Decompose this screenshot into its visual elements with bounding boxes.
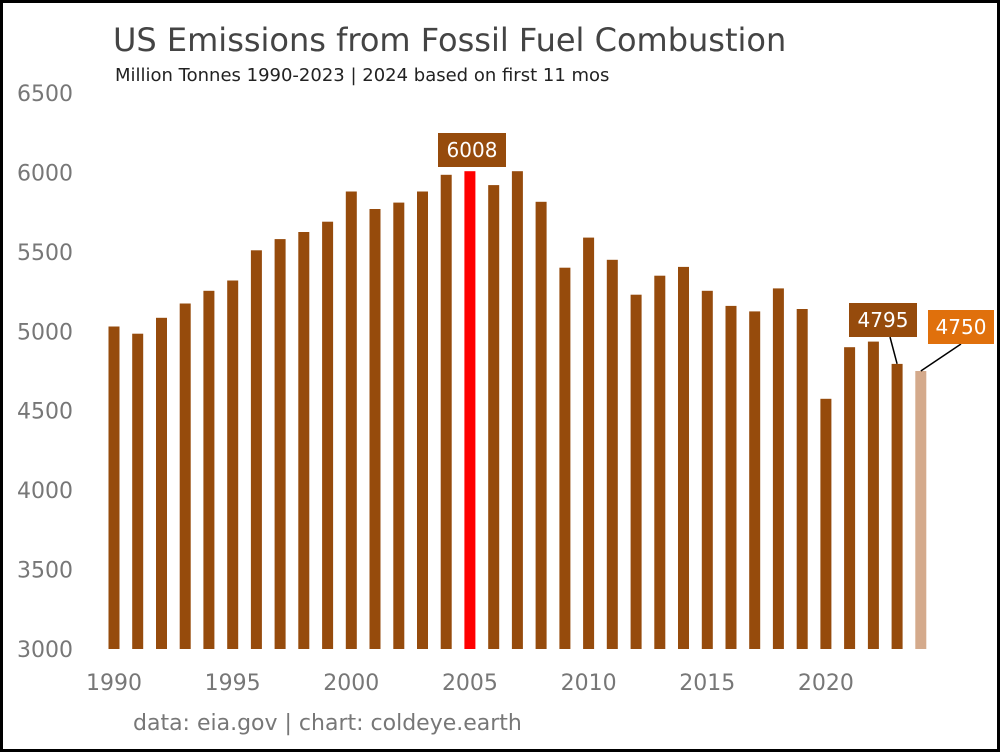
bar-2000 xyxy=(345,191,357,649)
x-tick-label: 2005 xyxy=(442,671,498,696)
bar-1994 xyxy=(203,290,215,649)
bar-2008 xyxy=(535,201,547,650)
callout-leader-2024 xyxy=(920,343,962,372)
bar-1993 xyxy=(179,303,191,649)
callout-label-2024: 4750 xyxy=(936,315,987,339)
chart-subtitle: Million Tonnes 1990-2023 | 2024 based on… xyxy=(115,65,610,86)
bar-1991 xyxy=(132,333,144,649)
bar-1996 xyxy=(250,250,262,650)
y-tick-label: 4500 xyxy=(17,400,73,425)
bar-1997 xyxy=(274,239,286,649)
bar-1992 xyxy=(156,317,167,649)
bar-1995 xyxy=(227,280,239,649)
bar-1990 xyxy=(108,326,120,649)
bar-2017 xyxy=(749,311,761,649)
callout-leader-2023 xyxy=(889,336,898,365)
x-tick-label: 2010 xyxy=(561,671,617,696)
y-tick-label: 5000 xyxy=(17,320,73,345)
bar-2002 xyxy=(393,202,405,649)
bar-chart: 3000 3500 4000 4500 5000 5500 6000 6500 1990 1995… xyxy=(17,82,994,696)
bar-2012 xyxy=(630,294,642,649)
bar-2020 xyxy=(820,398,832,649)
bar-2013 xyxy=(654,275,666,649)
callout-label-2005: 6008 xyxy=(447,138,498,162)
y-tick-label: 5500 xyxy=(17,241,73,266)
bar-2019 xyxy=(796,309,808,649)
y-tick-label: 3500 xyxy=(17,559,73,584)
bar-2010 xyxy=(583,237,595,649)
bar-2009 xyxy=(559,267,571,649)
bar-2022 xyxy=(867,341,879,649)
bar-2003 xyxy=(417,191,428,649)
bar-2014 xyxy=(678,266,689,649)
bar-2011 xyxy=(606,259,618,649)
callout-box-2023 xyxy=(849,303,917,337)
bar-1998 xyxy=(298,232,310,649)
bar-2006 xyxy=(488,185,500,649)
y-tick-label: 6000 xyxy=(17,161,73,186)
bar-2023 xyxy=(891,363,903,649)
chart-title: US Emissions from Fossil Fuel Combustion xyxy=(113,21,787,59)
bar-2001 xyxy=(369,209,381,649)
bar-2016 xyxy=(725,305,737,649)
y-tick-label: 3000 xyxy=(17,638,73,663)
bar-2021 xyxy=(844,347,856,649)
bar-2018 xyxy=(772,288,784,649)
y-tick-label: 4000 xyxy=(17,479,73,504)
bar-2005 xyxy=(464,171,476,649)
chart-source: data: eia.gov | chart: coldeye.earth xyxy=(133,711,522,736)
x-tick-label: 1995 xyxy=(205,671,261,696)
bar-2004 xyxy=(440,174,452,650)
bar-2024 xyxy=(915,371,927,649)
bar-1999 xyxy=(322,221,334,649)
x-tick-label: 2000 xyxy=(323,671,379,696)
callout-box-2024 xyxy=(928,310,994,344)
callout-label-2023: 4795 xyxy=(858,308,909,332)
x-tick-label: 2015 xyxy=(679,671,735,696)
x-tick-label: 2020 xyxy=(798,671,854,696)
bar-2007 xyxy=(511,171,523,649)
callout-box-2005 xyxy=(438,133,506,167)
bar-2015 xyxy=(701,290,713,649)
x-tick-label: 1990 xyxy=(86,671,142,696)
y-tick-label: 6500 xyxy=(17,82,73,107)
